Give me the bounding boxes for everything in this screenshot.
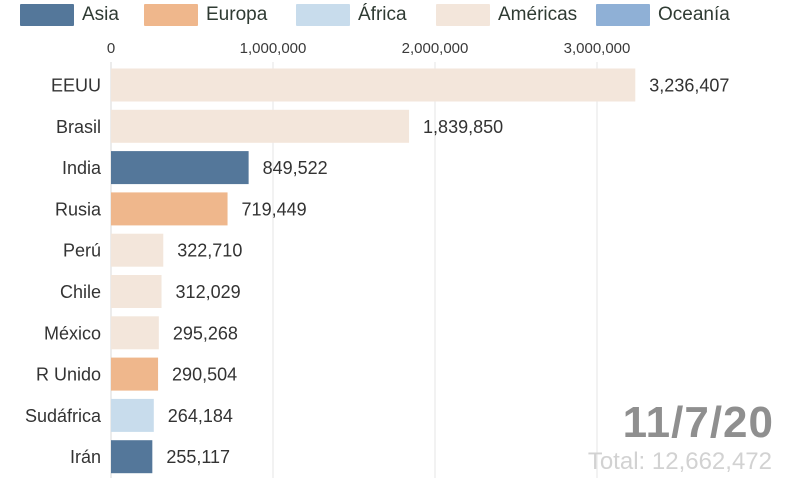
value-label: 322,710 [177,241,242,261]
bar [111,440,153,474]
x-tick-label: 1,000,000 [240,40,307,57]
value-label: 719,449 [242,199,307,219]
legend-swatch [20,4,74,26]
x-tick-label: 0 [107,40,115,57]
legend-swatch [436,4,490,26]
x-tick-label: 3,000,000 [564,40,631,57]
legend: Asia Europa África Américas Oceanía [0,0,800,28]
bar [111,109,410,143]
legend-label: Europa [206,4,268,25]
total-row: Total: 12,662,472 [588,448,772,476]
value-label: 3,236,407 [649,76,729,96]
legend-item: África [296,2,407,28]
value-label: 264,184 [168,406,233,426]
category-label: R Unido [36,365,101,385]
value-label: 312,029 [176,282,241,302]
category-label: México [44,323,101,343]
category-label: EEUU [51,76,101,96]
legend-label: Asia [82,4,119,25]
legend-swatch [296,4,350,26]
legend-item: Asia [20,2,119,28]
bar [111,233,164,267]
value-label: 255,117 [166,447,230,467]
legend-label: África [358,4,407,25]
legend-item: Oceanía [596,2,730,28]
bar [111,316,159,350]
category-label: India [62,158,102,178]
bar [111,357,159,391]
category-label: Rusia [55,199,102,219]
legend-swatch [144,4,198,26]
category-label: Brasil [56,117,101,137]
bar [111,398,154,432]
value-label: 1,839,850 [423,117,503,137]
category-label: Chile [60,282,101,302]
total-prefix: Total: [587,448,646,475]
category-label: Irán [70,447,101,467]
legend-swatch [596,4,650,26]
legend-label: Oceanía [658,4,730,25]
value-label: 290,504 [172,365,237,385]
legend-item: Américas [436,2,577,28]
legend-label: Américas [498,4,578,25]
category-label: Sudáfrica [25,406,102,426]
legend-item: Europa [144,2,267,28]
total-value: 12,662,472 [651,448,772,475]
value-label: 849,522 [263,158,328,178]
date-stamp: 11/7/20 [622,398,774,447]
bar [111,151,249,185]
value-label: 295,268 [173,323,238,343]
bar [111,68,636,102]
category-label: Perú [63,241,101,261]
bar [111,192,228,226]
bar [111,275,162,308]
x-tick-label: 2,000,000 [402,40,469,57]
